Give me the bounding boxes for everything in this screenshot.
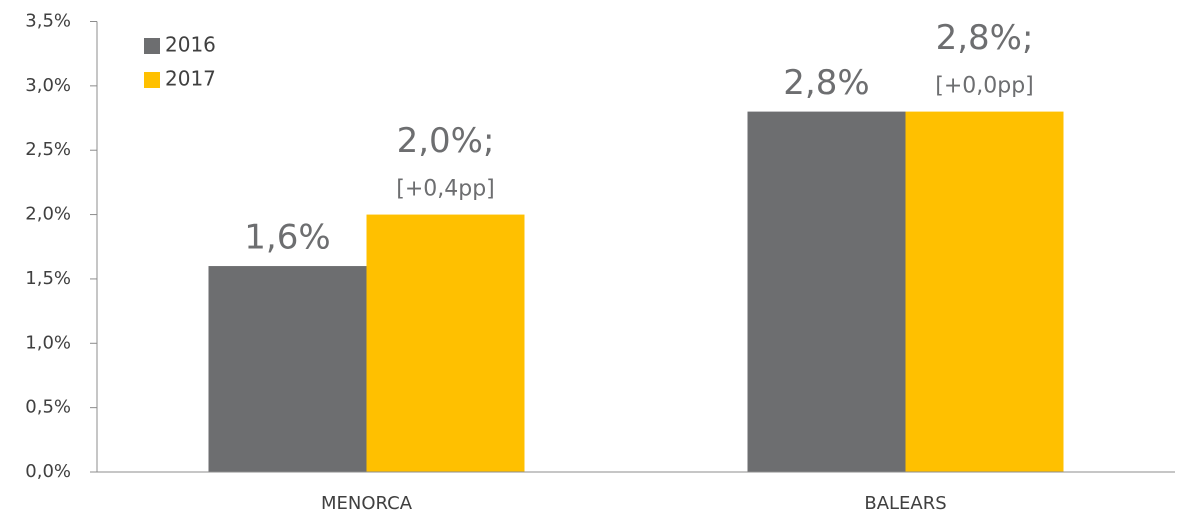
legend-label: 2016 [165,33,216,57]
y-tick-label: 0,5% [25,397,71,418]
data-label: 2,0%; [397,121,495,161]
bar [747,111,906,472]
legend-swatch [144,38,160,54]
y-tick-label: 0,0% [25,461,71,482]
legend-swatch [144,72,160,88]
data-label: 1,6% [244,218,330,258]
y-tick-label: 3,5% [25,11,71,32]
y-tick-label: 3,0% [25,75,71,96]
y-tick-label: 1,0% [25,332,71,353]
bar [366,214,525,473]
data-label: 2,8%; [936,18,1034,58]
y-tick-label: 1,5% [25,268,71,289]
legend-label: 2017 [165,67,216,91]
data-label: 2,8% [783,63,869,103]
bar [208,266,367,472]
annotation: [+0,4pp] [396,177,495,202]
y-tick-label: 2,5% [25,139,71,160]
x-tick-label: BALEARS [864,493,946,514]
y-tick-label: 2,0% [25,204,71,225]
annotation: [+0,0pp] [935,74,1034,99]
bar [905,111,1064,472]
x-tick-label: MENORCA [321,493,413,514]
